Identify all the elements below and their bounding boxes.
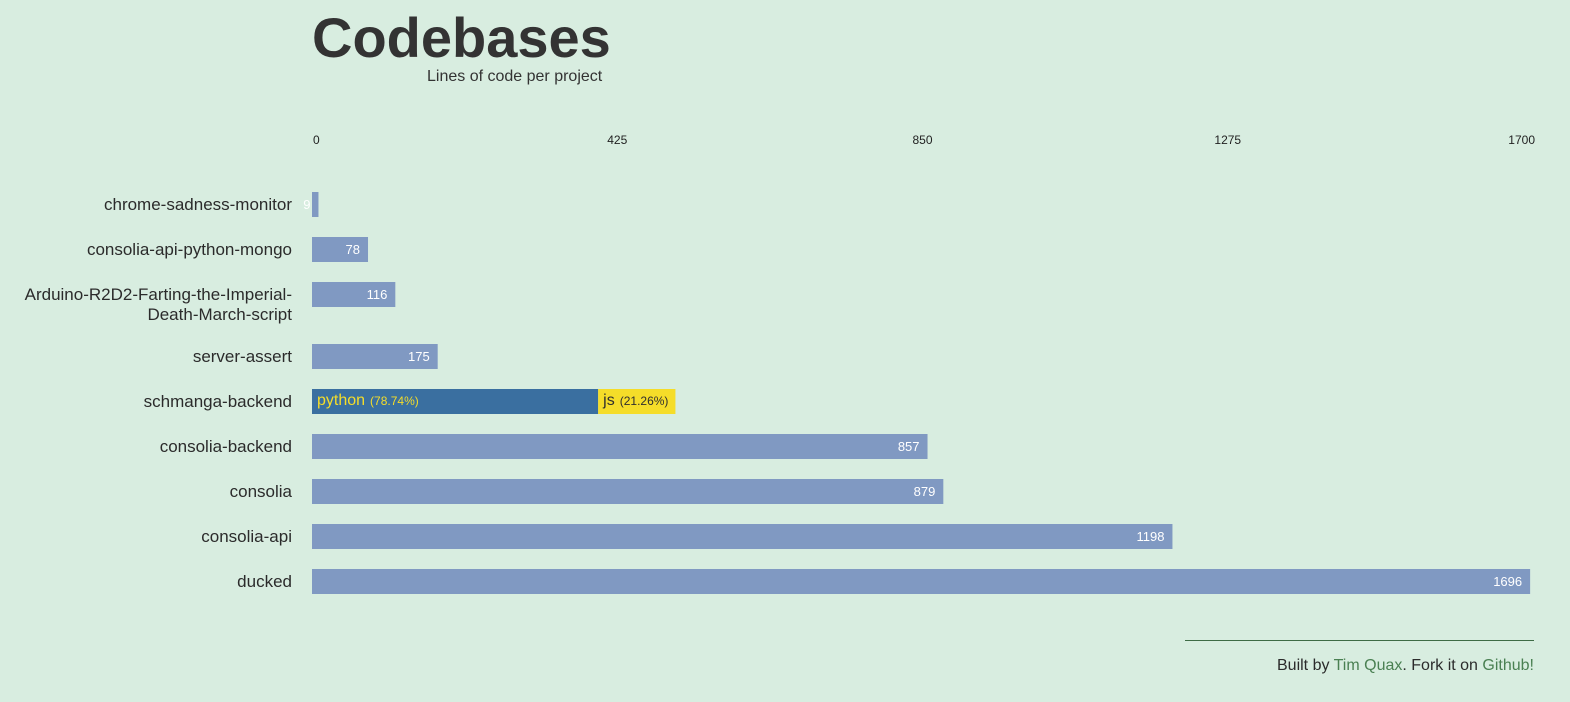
category-label-line: consolia-backend	[160, 437, 292, 456]
bar	[312, 479, 944, 504]
bar	[312, 282, 396, 307]
value-label: 9	[303, 197, 310, 212]
footer-divider	[1185, 640, 1534, 641]
breakdown-name: python	[317, 392, 365, 409]
breakdown-segment-js	[598, 389, 676, 414]
breakdown-percent: (78.74%)	[370, 394, 419, 408]
x-tick-label: 1700	[1508, 133, 1535, 147]
category-label: server-assert	[193, 347, 292, 366]
bar	[312, 569, 1531, 594]
bar	[312, 192, 319, 217]
value-label: 1198	[1136, 529, 1164, 544]
category-label-line: server-assert	[193, 347, 292, 366]
category-label-line: consolia-api-python-mongo	[87, 240, 292, 259]
author-link[interactable]: Tim Quax	[1333, 657, 1403, 674]
footer-prefix: Built by	[1277, 657, 1334, 674]
category-label: consolia-api-python-mongo	[87, 240, 292, 259]
value-label: 116	[367, 287, 388, 302]
chart-title: Codebases	[312, 6, 611, 69]
category-label-line: schmanga-backend	[144, 392, 292, 411]
github-link[interactable]: Github!	[1482, 657, 1534, 674]
category-label: consolia-backend	[160, 437, 292, 456]
breakdown-label-js: js (21.26%)	[602, 392, 668, 409]
category-label-line: ducked	[237, 572, 292, 591]
bar-chart: 0 425 850 1275 1700 chrome-sadness-monitor 9 co…	[25, 133, 1535, 594]
value-label: 175	[408, 349, 430, 364]
value-label: 1696	[1493, 574, 1522, 589]
category-label-line: consolia	[230, 482, 293, 501]
chart-subtitle: Lines of code per project	[427, 68, 603, 85]
value-label: 857	[898, 439, 920, 454]
breakdown-segment-python	[312, 389, 599, 414]
breakdown-label-python: python (78.74%)	[317, 392, 419, 409]
x-tick-label: 0	[313, 133, 320, 147]
category-label: consolia	[230, 482, 293, 501]
bar	[312, 237, 369, 262]
bar	[312, 344, 438, 369]
category-label-line: Arduino-R2D2-Farting-the-Imperial-	[25, 285, 292, 304]
category-label: schmanga-backend	[144, 392, 292, 411]
category-label: ducked	[237, 572, 292, 591]
x-tick-label: 425	[607, 133, 627, 147]
value-label: 879	[914, 484, 936, 499]
category-label-line: chrome-sadness-monitor	[104, 195, 292, 214]
category-label-line: consolia-api	[201, 527, 292, 546]
x-tick-label: 850	[912, 133, 932, 147]
bar	[312, 434, 928, 459]
footer: Built by Tim Quax. Fork it on Github!	[1277, 657, 1534, 675]
breakdown-percent: (21.26%)	[620, 394, 669, 408]
category-label: chrome-sadness-monitor	[104, 195, 292, 214]
category-label: consolia-api	[201, 527, 292, 546]
x-tick-label: 1275	[1214, 133, 1241, 147]
footer-middle: . Fork it on	[1402, 657, 1483, 674]
bar	[312, 524, 1173, 549]
category-label-line: Death-March-script	[147, 305, 292, 324]
category-label: Arduino-R2D2-Farting-the-Imperial-Death-…	[25, 285, 293, 324]
breakdown-name: js	[602, 392, 615, 409]
value-label: 78	[346, 242, 360, 257]
